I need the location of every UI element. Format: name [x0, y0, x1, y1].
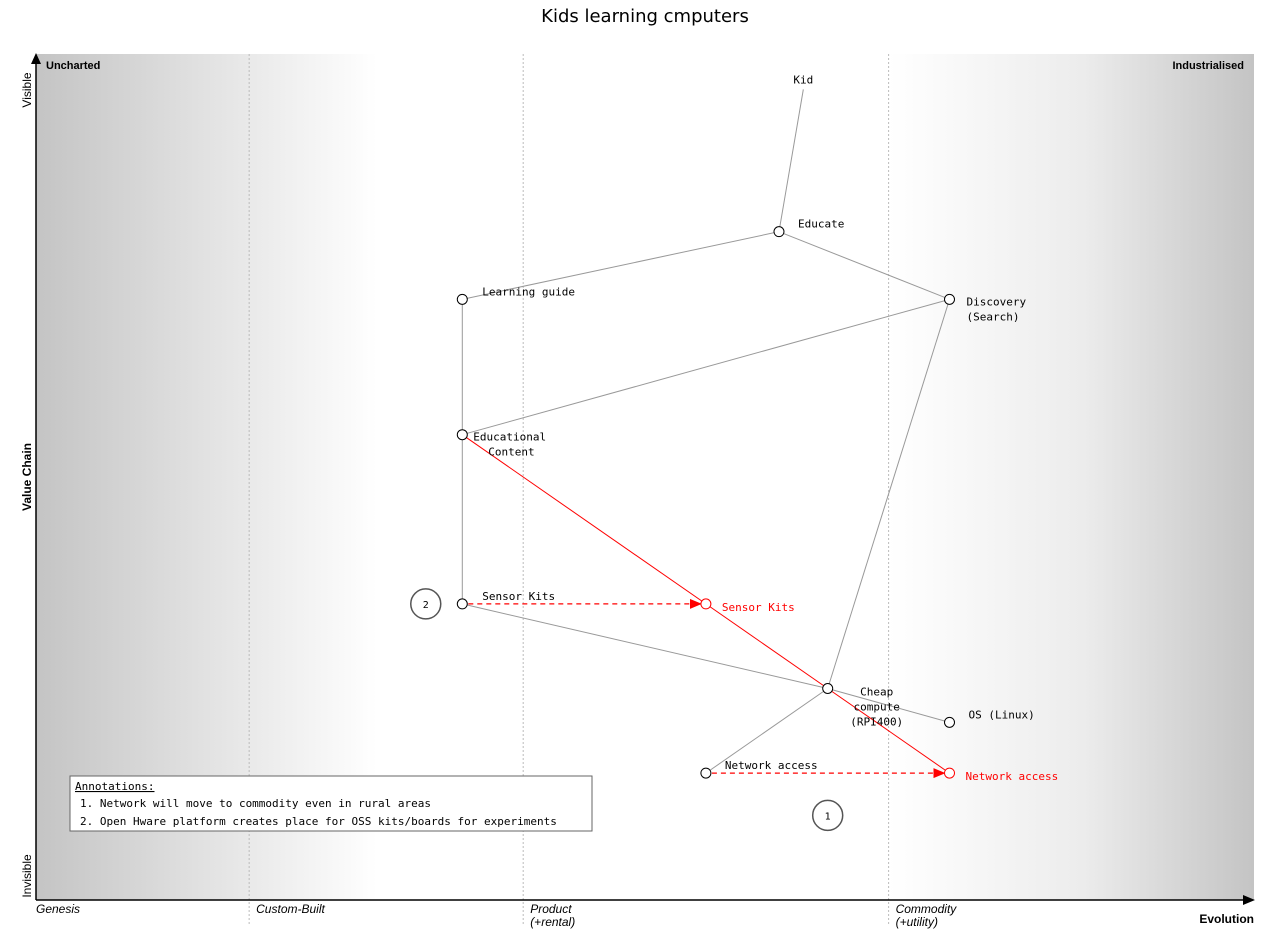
- component-sensor-kits-future[interactable]: Sensor Kits: [700, 598, 795, 614]
- component-label: Sensor Kits: [722, 601, 795, 614]
- map-background: [36, 54, 1254, 900]
- corner-industrialised: Industrialised: [1172, 60, 1244, 72]
- component-label: OS (Linux): [969, 708, 1035, 721]
- component-sensor-kits[interactable]: Sensor Kits: [456, 590, 555, 610]
- svg-text:1: 1: [825, 811, 831, 822]
- stage-label: Custom-Built: [256, 902, 325, 916]
- annotation-markers: 12: [410, 588, 844, 832]
- component-label: Sensor Kits: [482, 590, 555, 603]
- component-kid[interactable]: Kid: [793, 73, 813, 86]
- component-node[interactable]: [944, 716, 955, 728]
- x-axis-title: Evolution: [1199, 912, 1254, 926]
- component-network-access[interactable]: Network access: [700, 759, 818, 779]
- component-network-access-future[interactable]: Network access: [944, 767, 1059, 783]
- component-label: (RPI400): [850, 716, 903, 729]
- y-axis-visible-label: Visible: [20, 72, 34, 107]
- dependency-link: [462, 298, 950, 436]
- component-label: Educate: [798, 218, 844, 231]
- stage-label: Genesis: [36, 902, 80, 916]
- y-axis-invisible-label: Invisible: [20, 854, 34, 898]
- component-label: Learning guide: [482, 285, 575, 298]
- x-axis-arrow-icon: [1243, 895, 1255, 905]
- dependency-link: [827, 688, 950, 723]
- component-label: Network access: [725, 759, 818, 772]
- dependency-link: [462, 231, 780, 300]
- component-node[interactable]: [944, 293, 955, 305]
- component-node[interactable]: [456, 429, 468, 441]
- annotation-marker: 1: [811, 799, 844, 832]
- stage-label-sub: (+utility): [896, 915, 938, 929]
- component-discovery[interactable]: Discovery (Search): [944, 293, 1027, 323]
- component-label: Discovery: [967, 295, 1027, 308]
- dependency-link: [705, 603, 828, 689]
- map-title: Kids learning cmputers: [541, 6, 749, 27]
- component-node[interactable]: [822, 683, 834, 694]
- component-educational-content[interactable]: Educational Content: [456, 429, 546, 459]
- stage-label: Commodity: [896, 902, 958, 916]
- dependency-link: [778, 231, 950, 300]
- component-label: Network access: [966, 770, 1059, 783]
- dependency-link: [462, 603, 828, 689]
- y-axis-title: Value Chain: [20, 443, 34, 511]
- component-node[interactable]: [456, 293, 468, 305]
- annotation-item: 1. Network will move to commodity even i…: [80, 797, 431, 810]
- stage-dividers: [248, 54, 890, 926]
- stage-labels: Genesis Custom-Built Product(+rental) Commo…: [36, 902, 957, 929]
- component-label: Cheap: [860, 686, 893, 699]
- component-label: Educational: [473, 431, 546, 444]
- dependency-link: [705, 688, 828, 774]
- annotations-box: Annotations: 1. Network will move to com…: [69, 775, 593, 832]
- evolution-arrows: [468, 598, 946, 779]
- y-axis-arrow-icon: [31, 53, 41, 64]
- dependency-link: [827, 688, 950, 774]
- annotation-item: 2. Open Hware platform creates place for…: [80, 815, 557, 828]
- dependency-link: [827, 299, 950, 689]
- component-cheap-compute[interactable]: Cheap compute (RPI400): [822, 683, 903, 729]
- component-label: Kid: [793, 73, 813, 86]
- dependency-links: [461, 89, 950, 774]
- component-node[interactable]: [456, 598, 468, 610]
- component-node[interactable]: [773, 226, 785, 238]
- annotation-marker: 2: [410, 588, 442, 620]
- component-learning-guide[interactable]: Learning guide: [456, 285, 575, 305]
- component-os-linux[interactable]: OS (Linux): [944, 708, 1035, 728]
- corner-uncharted: Uncharted: [46, 60, 100, 72]
- dependency-link: [778, 89, 804, 232]
- component-node[interactable]: [700, 598, 712, 610]
- annotations-heading: Annotations:: [75, 780, 154, 793]
- component-node[interactable]: [944, 767, 955, 779]
- stage-label: Product: [530, 902, 572, 916]
- svg-text:2: 2: [423, 600, 429, 611]
- component-label: compute: [854, 701, 900, 714]
- component-node[interactable]: [700, 767, 712, 779]
- component-educate[interactable]: Educate: [773, 218, 844, 238]
- dependency-link: [462, 434, 707, 605]
- component-label: (Search): [967, 310, 1020, 323]
- stage-label-sub: (+rental): [530, 915, 575, 929]
- components: Kid Educate Learning guide Discovery (Search…: [456, 73, 1059, 783]
- component-label: Content: [488, 446, 534, 459]
